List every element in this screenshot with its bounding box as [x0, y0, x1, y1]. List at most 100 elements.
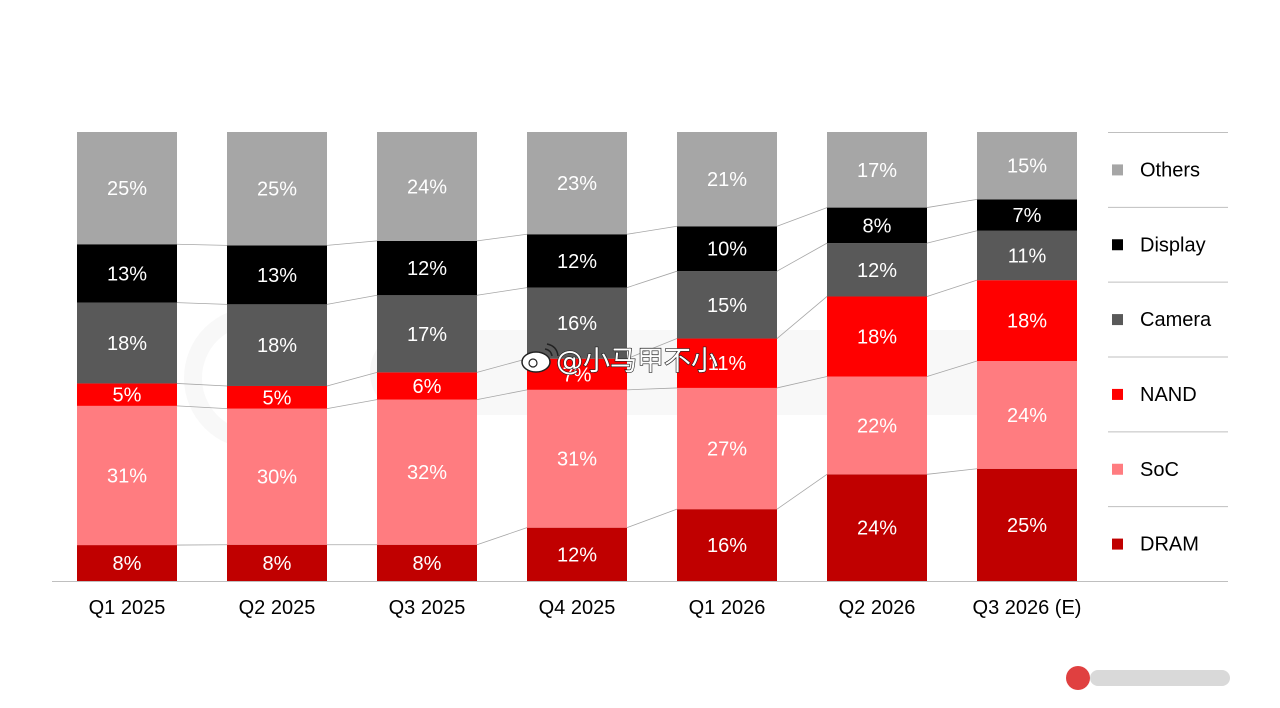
x-axis-tick-labels: Q1 2025 Q2 2025 Q3 2025 Q4 2025 Q1 2026 Q2 20… [89, 597, 1082, 619]
bar-dram-1 [227, 544, 327, 581]
series-line-nand-0 [176, 383, 228, 387]
data-label-dram-6: 25% [1007, 515, 1047, 537]
bar-camera-2 [377, 295, 477, 373]
bar-others-4 [677, 132, 777, 227]
x-tick-label-2: Q3 2025 [389, 597, 466, 619]
data-label-display-0: 13% [107, 263, 147, 285]
data-label-others-5: 17% [857, 160, 897, 182]
bar-display-0 [77, 244, 177, 303]
data-label-dram-2: 8% [413, 553, 442, 575]
data-label-nand-2: 6% [413, 376, 442, 398]
bar-display-5 [827, 207, 927, 244]
data-label-soc-6: 24% [1007, 405, 1047, 427]
data-label-soc-0: 31% [107, 465, 147, 487]
bar-dram-4 [677, 509, 777, 581]
series-line-camera-5 [926, 230, 978, 244]
series-line-dram-2 [476, 527, 528, 546]
bars-layer [77, 132, 1077, 581]
data-label-others-3: 23% [557, 173, 597, 195]
x-tick-label-1: Q2 2025 [239, 597, 316, 619]
bar-dram-3 [527, 527, 627, 581]
data-label-others-4: 21% [707, 169, 747, 191]
legend-swatch-others [1112, 164, 1123, 176]
x-tick-label-6: Q3 2026 (E) [973, 597, 1082, 619]
data-label-soc-5: 22% [857, 415, 897, 437]
series-line-camera-3 [626, 270, 678, 288]
bar-soc-5 [827, 376, 927, 475]
legend-label-soc: SoC [1140, 459, 1179, 481]
bar-others-0 [77, 132, 177, 245]
series-line-nand-3 [626, 338, 678, 360]
data-label-soc-3: 31% [557, 449, 597, 471]
legend-label-display: Display [1140, 234, 1206, 256]
bar-others-3 [527, 132, 627, 235]
data-label-camera-5: 12% [857, 260, 897, 282]
bar-dram-0 [77, 545, 177, 581]
series-line-camera-4 [776, 242, 828, 272]
legend-label-dram: DRAM [1140, 534, 1199, 556]
series-line-nand-2 [476, 358, 528, 373]
legend-label-nand: NAND [1140, 384, 1197, 406]
data-label-dram-3: 12% [557, 544, 597, 566]
series-line-display-4 [776, 207, 828, 227]
bar-others-5 [827, 132, 927, 208]
legend-swatch-soc [1112, 463, 1123, 475]
bar-camera-3 [527, 287, 627, 359]
data-label-nand-0: 5% [113, 385, 142, 407]
bar-display-2 [377, 240, 477, 296]
bar-camera-6 [977, 230, 1077, 281]
data-label-display-3: 12% [557, 251, 597, 273]
bar-nand-0 [77, 383, 177, 406]
bar-display-6 [977, 199, 1077, 231]
bar-display-1 [227, 245, 327, 305]
data-label-display-5: 8% [863, 215, 892, 237]
series-line-camera-2 [476, 287, 528, 296]
bar-soc-0 [77, 405, 177, 546]
series-line-camera-1 [326, 294, 378, 305]
data-label-dram-1: 8% [263, 553, 292, 575]
series-line-soc-2 [476, 389, 528, 400]
series-line-nand-1 [326, 371, 378, 387]
data-label-soc-1: 30% [257, 467, 297, 489]
legend-label-camera: Camera [1140, 309, 1212, 331]
series-line-display-3 [626, 225, 678, 235]
bar-camera-4 [677, 271, 777, 339]
legend-swatch-dram [1112, 538, 1123, 550]
series-line-soc-4 [776, 376, 828, 389]
data-label-nand-6: 18% [1007, 311, 1047, 333]
weibo-icon [521, 343, 559, 373]
bar-display-3 [527, 234, 627, 288]
data-label-display-6: 7% [1013, 205, 1042, 227]
x-tick-label-3: Q4 2025 [539, 597, 616, 619]
bar-nand-2 [377, 372, 477, 400]
series-line-soc-3 [626, 387, 678, 391]
x-tick-label-4: Q1 2026 [689, 597, 766, 619]
bar-others-2 [377, 132, 477, 241]
series-line-dram-4 [776, 473, 828, 510]
bar-nand-6 [977, 280, 1077, 361]
legend-swatch-nand [1112, 388, 1123, 400]
series-line-camera-0 [176, 302, 228, 305]
weibo-handle: @小马甲不小 [556, 346, 718, 377]
series-line-dram-5 [926, 468, 978, 475]
legend-label-others: Others [1140, 159, 1200, 181]
bar-soc-6 [977, 360, 1077, 469]
data-label-dram-0: 8% [113, 553, 142, 575]
bar-camera-5 [827, 243, 927, 297]
bar-camera-1 [227, 304, 327, 386]
bar-soc-2 [377, 399, 477, 545]
series-lines-layer [176, 198, 978, 546]
data-label-camera-0: 18% [107, 333, 147, 355]
series-line-display-2 [476, 233, 528, 242]
series-line-nand-5 [926, 279, 978, 297]
data-label-dram-5: 24% [857, 518, 897, 540]
data-label-nand-1: 5% [263, 387, 292, 409]
data-label-soc-4: 27% [707, 439, 747, 461]
data-labels-layer: 8% 31% 5% 18% 13% 25% 8% 30% 5% 18% 13% 25% 8% 32% 6% 1… [107, 156, 1047, 575]
x-tick-label-0: Q1 2025 [89, 597, 166, 619]
x-tick-label-5: Q2 2026 [839, 597, 916, 619]
data-label-display-1: 13% [257, 265, 297, 287]
series-line-soc-5 [926, 360, 978, 377]
